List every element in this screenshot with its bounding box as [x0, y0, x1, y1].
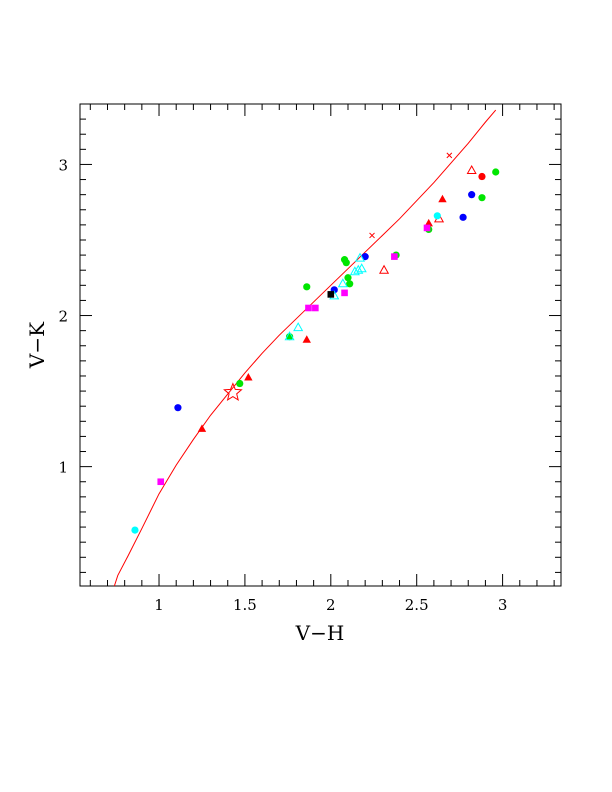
data-point-open-triangle: [354, 252, 366, 262]
data-point-circle: [492, 168, 500, 176]
data-point-open-triangle: [349, 266, 360, 276]
plot-frame: [79, 103, 562, 587]
data-point-open-triangle: [337, 278, 348, 288]
data-point-open-triangle: [293, 322, 304, 332]
y-tick-label: 1: [58, 459, 68, 477]
y-tick-label: 2: [58, 308, 68, 326]
data-point-square: [423, 224, 431, 232]
model-curve-layer: [113, 109, 497, 587]
data-point-circle: [478, 194, 486, 202]
data-point-circle: [433, 212, 441, 220]
x-tick-label: 1.5: [233, 596, 257, 614]
data-point-square: [327, 291, 335, 298]
x-tick-label: 2: [326, 596, 336, 614]
model-curve: [113, 109, 497, 587]
y-axis-title: V−K: [25, 321, 49, 369]
data-point-open-triangle: [356, 263, 367, 273]
data-point-circle: [468, 191, 476, 199]
data-point-circle: [236, 379, 244, 388]
x-tick-label: 3: [498, 596, 508, 614]
x-axis-title: V−H: [295, 621, 345, 645]
x-tick-label: 2.5: [405, 596, 429, 614]
data-point-open-triangle: [284, 331, 295, 341]
data-point-circle: [303, 283, 311, 291]
data-point-open-triangle: [353, 264, 364, 274]
data-point-triangle: [197, 424, 207, 432]
axis-tick-labels: 1 1.5 2 2.5 3 1 2 3: [58, 156, 507, 614]
x-tick-label: 1: [154, 596, 164, 614]
curve-cross-marker: [446, 152, 453, 159]
data-point-circle: [344, 274, 352, 282]
data-point-circle: [361, 253, 369, 261]
data-point-square: [312, 304, 319, 312]
curve-cross-marker: [369, 232, 375, 239]
data-point-triangle: [302, 335, 311, 343]
data-point-circle: [342, 259, 350, 267]
data-point-triangle: [424, 218, 433, 227]
star-marker: [223, 382, 243, 401]
data-point-square: [157, 478, 165, 486]
data-point-circle: [131, 526, 139, 534]
data-point-square: [305, 304, 312, 312]
data-point-circle: [478, 172, 486, 181]
data-point-triangle: [244, 372, 253, 381]
data-point-triangle: [438, 194, 447, 203]
data-point-open-triangle: [466, 164, 477, 174]
data-points: [131, 164, 500, 534]
y-tick-label: 3: [58, 156, 68, 174]
data-point-open-triangle: [379, 264, 390, 274]
data-point-circle: [174, 404, 182, 412]
data-point-circle: [346, 280, 354, 288]
data-point-circle: [459, 213, 467, 221]
data-point-square: [341, 289, 348, 297]
data-point-square: [391, 253, 398, 260]
axis-ticks: [80, 104, 561, 586]
